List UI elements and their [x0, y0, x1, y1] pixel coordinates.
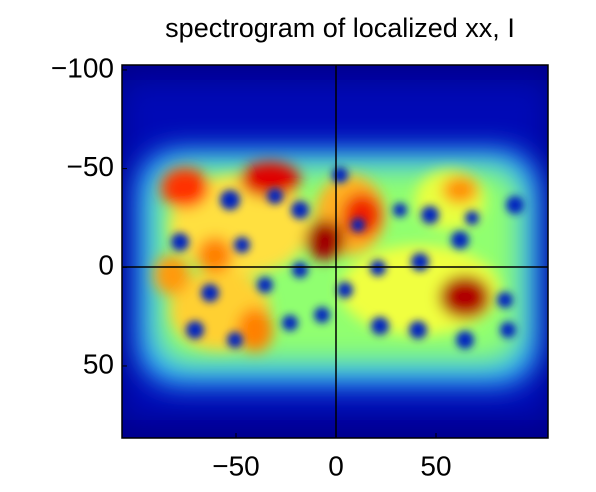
plot-frame — [121, 64, 549, 439]
y-tick-label: −50 — [67, 151, 115, 182]
y-tick-label: 0 — [98, 250, 114, 281]
chart-title: spectrogram of localized xx, I — [165, 13, 515, 43]
x-tick-label: −50 — [212, 450, 260, 481]
y-tick-label: −100 — [51, 52, 114, 83]
x-tick-label: 50 — [420, 450, 451, 481]
y-tick-label: 50 — [83, 348, 114, 379]
heatmap-image — [122, 65, 548, 438]
x-tick-label: 0 — [328, 450, 344, 481]
